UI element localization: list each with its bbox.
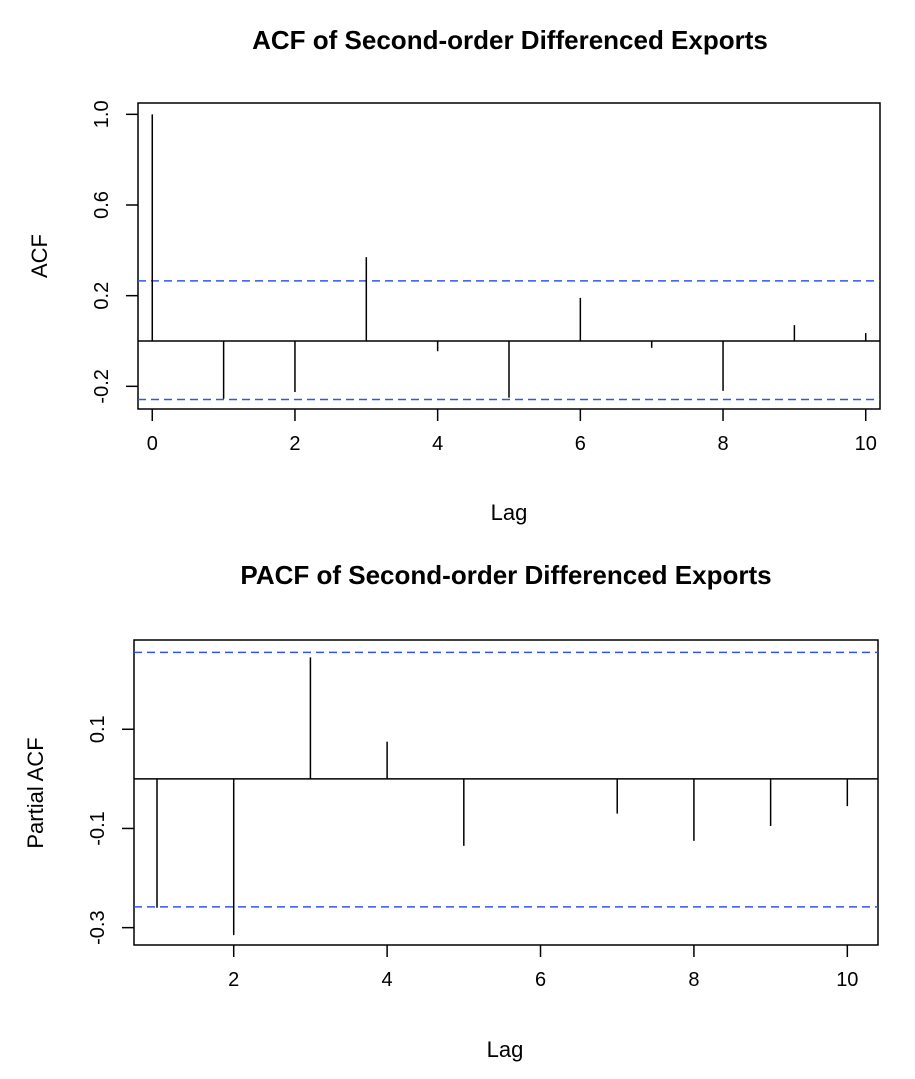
- acf-marks: [138, 114, 880, 401]
- pacf-y-tick-label: -0.1: [87, 811, 109, 845]
- pacf-x-axis: 2 4 6 8 10: [228, 945, 858, 991]
- pacf-x-tick-label: 6: [535, 969, 546, 991]
- acf-y-tick-label: -0.2: [91, 369, 113, 403]
- acf-x-tick-label: 2: [289, 433, 300, 455]
- acf-plot-frame: [137, 102, 881, 410]
- pacf-x-tick-label: 10: [836, 969, 858, 991]
- pacf-x-tick-label: 2: [228, 969, 239, 991]
- acf-title: ACF of Second-order Differenced Exports: [252, 25, 768, 55]
- acf-x-tick-label: 6: [575, 433, 586, 455]
- pacf-x-tick-label: 8: [688, 969, 699, 991]
- acf-x-tick-label: 0: [147, 433, 158, 455]
- pacf-y-axis-label: Partial ACF: [23, 737, 48, 848]
- acf-y-axis: -0.2 0.2 0.6 1.0: [91, 100, 138, 404]
- pacf-marks: [134, 651, 878, 936]
- pacf-y-tick-label: -0.3: [87, 910, 109, 944]
- acf-x-tick-label: 8: [717, 433, 728, 455]
- acf-x-axis-label: Lag: [491, 500, 528, 525]
- pacf-x-tick-label: 4: [382, 969, 393, 991]
- acf-y-tick-label: 0.6: [91, 191, 113, 219]
- pacf-plot-frame: [133, 639, 879, 946]
- acf-x-axis: 0 2 4 6 8 10: [147, 409, 877, 455]
- acf-x-tick-label: 4: [432, 433, 443, 455]
- acf-x-tick-label: 10: [855, 433, 877, 455]
- acf-y-tick-label: 0.2: [91, 282, 113, 310]
- pacf-panel: PACF of Second-order Differenced Exports…: [23, 560, 879, 1062]
- acf-y-axis-label: ACF: [27, 234, 52, 278]
- acf-y-tick-label: 1.0: [91, 100, 113, 128]
- pacf-y-axis: -0.3 -0.1 0.1: [87, 715, 134, 945]
- pacf-title: PACF of Second-order Differenced Exports: [240, 560, 771, 590]
- pacf-y-tick-label: 0.1: [87, 715, 109, 743]
- acf-panel: ACF of Second-order Differenced Exports …: [27, 25, 881, 525]
- pacf-x-axis-label: Lag: [487, 1037, 524, 1062]
